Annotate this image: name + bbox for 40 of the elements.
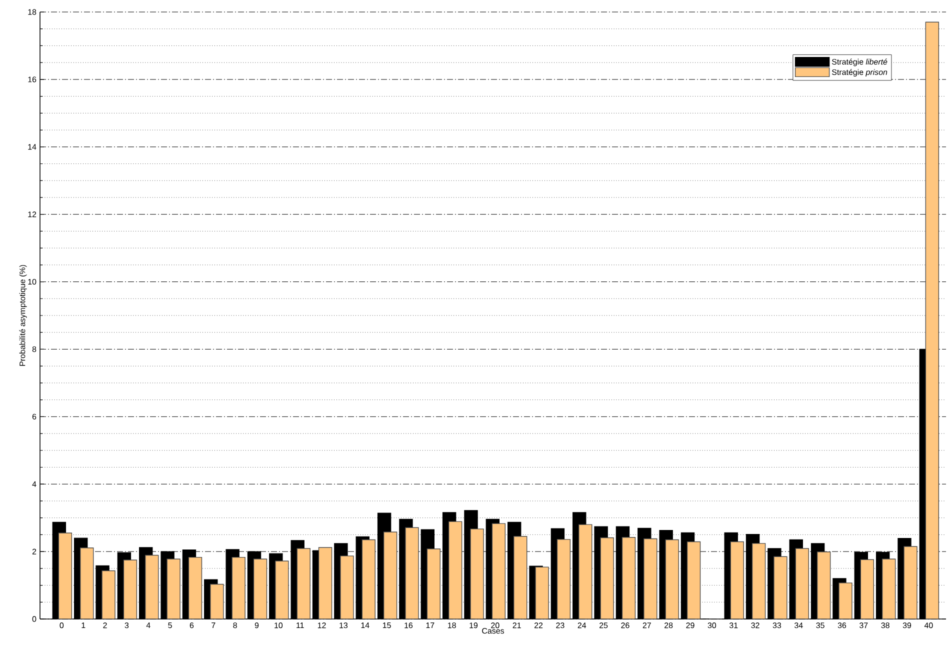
bar — [622, 537, 636, 619]
bar — [730, 541, 744, 619]
bar — [686, 541, 701, 619]
bar — [816, 552, 831, 619]
bar — [210, 584, 224, 619]
bar — [232, 556, 246, 619]
bar — [448, 521, 462, 619]
bar — [578, 524, 592, 619]
bar — [860, 559, 874, 619]
bar — [838, 582, 852, 619]
bar — [795, 548, 809, 619]
bar — [383, 532, 398, 619]
bar — [925, 22, 940, 619]
bar — [362, 539, 376, 619]
bar — [275, 560, 289, 619]
bar — [492, 523, 506, 619]
bar — [296, 548, 310, 619]
bar — [665, 539, 679, 619]
bar — [188, 556, 202, 619]
bar — [426, 548, 440, 619]
bar — [405, 527, 419, 619]
bar — [253, 558, 268, 619]
bar — [514, 536, 528, 619]
bar — [752, 543, 766, 619]
bar — [58, 532, 72, 619]
bar — [600, 537, 614, 619]
bar — [340, 556, 354, 619]
bar — [80, 547, 94, 619]
bar — [102, 570, 116, 619]
bar — [904, 546, 918, 619]
bar — [882, 558, 896, 619]
bar — [556, 539, 571, 619]
bar — [644, 538, 658, 619]
bar — [123, 560, 138, 619]
bar — [774, 556, 788, 619]
bar — [318, 547, 332, 619]
bar — [145, 554, 159, 619]
bar — [470, 528, 484, 619]
bar — [535, 566, 549, 619]
bar — [166, 558, 180, 619]
